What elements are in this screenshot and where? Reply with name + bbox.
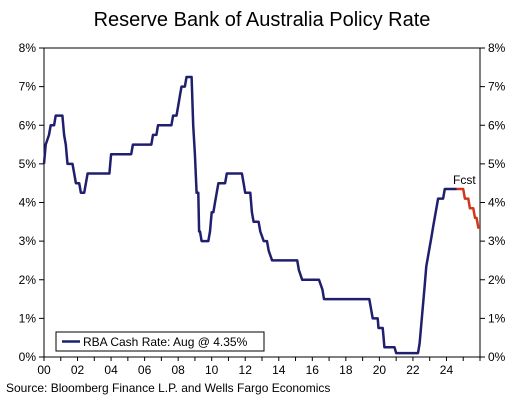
x-axis: 00 02 04 06 08 10 12 14 16 18 20 22 24 <box>37 357 481 377</box>
y-axis-left: 0% 1% 2% 3% 4% 5% 6% 7% 8% <box>19 41 44 364</box>
series-layer <box>42 75 480 355</box>
plot-frame <box>43 47 481 358</box>
y-tick-label-left: 2% <box>19 273 37 287</box>
x-tick-label: 10 <box>205 363 219 377</box>
y-tick-label-left: 1% <box>19 311 37 325</box>
y-tick-label-left: 3% <box>19 234 37 248</box>
x-tick-label: 06 <box>138 363 152 377</box>
series-line-rba-cash-rate <box>42 75 457 355</box>
y-tick-label-right: 6% <box>488 118 506 132</box>
x-tick-label: 20 <box>373 363 387 377</box>
x-tick-label: 02 <box>71 363 85 377</box>
y-tick-label-right: 3% <box>488 234 506 248</box>
y-tick-label-right: 8% <box>488 41 506 55</box>
forecast-annotation: Fcst <box>453 173 476 187</box>
y-tick-label-right: 5% <box>488 157 506 171</box>
x-tick-label: 14 <box>272 363 286 377</box>
y-tick-label-right: 7% <box>488 80 506 94</box>
chart-title: Reserve Bank of Australia Policy Rate <box>94 9 431 31</box>
y-tick-label-left: 8% <box>19 41 37 55</box>
y-tick-label-right: 0% <box>488 350 506 364</box>
x-tick-label: 24 <box>440 363 454 377</box>
x-tick-label: 18 <box>339 363 353 377</box>
legend: RBA Cash Rate: Aug @ 4.35% <box>55 331 265 352</box>
y-tick-label-right: 2% <box>488 273 506 287</box>
y-tick-label-left: 0% <box>19 350 37 364</box>
x-tick-label: 12 <box>239 363 253 377</box>
y-axis-right: 0% 1% 2% 3% 4% 5% 6% 7% 8% <box>480 41 506 364</box>
source-note: Source: Bloomberg Finance L.P. and Wells… <box>6 381 330 395</box>
y-tick-label-right: 1% <box>488 311 506 325</box>
x-tick-label: 04 <box>104 363 118 377</box>
y-tick-label-left: 5% <box>19 157 37 171</box>
y-tick-label-right: 4% <box>488 196 506 210</box>
series-line-forecast <box>456 187 480 229</box>
y-tick-label-left: 4% <box>19 196 37 210</box>
x-tick-label: 00 <box>37 363 51 377</box>
y-tick-label-left: 6% <box>19 118 37 132</box>
x-tick-label: 16 <box>306 363 320 377</box>
y-tick-label-left: 7% <box>19 80 37 94</box>
legend-box <box>55 331 265 352</box>
legend-label: RBA Cash Rate: Aug @ 4.35% <box>83 335 248 349</box>
x-tick-label: 22 <box>406 363 420 377</box>
x-tick-label: 08 <box>171 363 185 377</box>
